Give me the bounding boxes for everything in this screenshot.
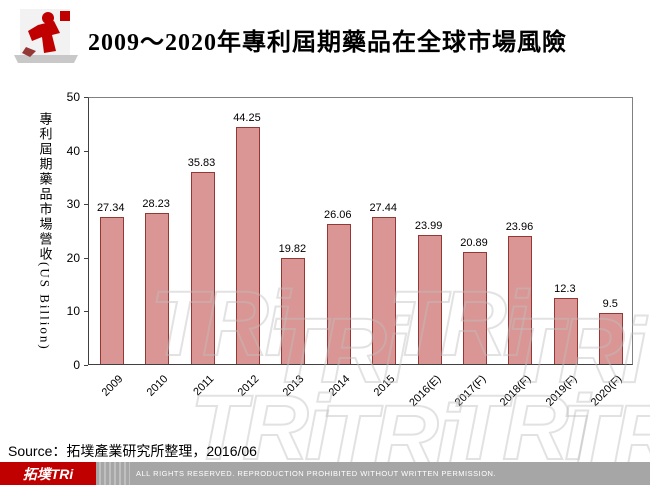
source-note: Source：拓墣產業研究所整理，2016/06	[8, 443, 257, 459]
bar-value-label: 23.96	[505, 220, 534, 233]
y-axis-title: 專利屆期藥品市場營收(US Billion)	[37, 111, 53, 351]
y-tick-label: 50	[66, 90, 80, 104]
bar-value-label: 19.82	[278, 242, 307, 255]
bar	[463, 252, 488, 364]
bar	[145, 212, 170, 364]
bar	[599, 313, 624, 364]
bar-value-label: 27.44	[369, 201, 397, 214]
bar-value-label: 26.06	[324, 209, 352, 222]
x-tick-label: 2009	[99, 373, 126, 399]
footer-stripes-decoration	[96, 462, 130, 485]
y-tick-label: 10	[66, 304, 80, 319]
bar-value-label: 28.23	[142, 197, 170, 210]
y-tick-mark	[84, 257, 88, 259]
y-tick-mark	[84, 311, 88, 313]
y-tick-label: 30	[66, 197, 80, 212]
bar-value-label: 27.34	[96, 202, 125, 215]
bar	[326, 224, 351, 364]
footer-bar: 拓墣TRi ALL RIGHTS RESERVED. REPRODUCTION …	[0, 462, 650, 485]
x-tick-label: 2018(F)	[498, 373, 534, 409]
bar	[235, 126, 260, 364]
x-tick-label: 2014	[326, 373, 353, 399]
x-tick-label: 2020(F)	[589, 373, 625, 409]
bar	[99, 217, 124, 364]
x-tick-label: 2011	[190, 373, 217, 399]
x-tick-label: 2017(F)	[452, 373, 489, 409]
x-tick-label: 2016(E)	[406, 373, 444, 410]
y-tick-mark	[84, 365, 88, 366]
plot-area	[88, 97, 633, 365]
x-tick-label: 2012	[235, 373, 262, 399]
x-tick-label: 2015	[371, 373, 398, 399]
tri-logo-icon	[8, 5, 82, 65]
bar-value-label: 12.3	[554, 283, 576, 296]
page-title: 2009～2020年專利屆期藥品在全球市場風險	[88, 30, 567, 56]
x-tick-label: 2010	[144, 373, 171, 399]
bar-chart: 專利屆期藥品市場營收(US Billion) 0 10 20 30 40 50 2009 2…	[0, 80, 650, 410]
x-tick-label: 2019(F)	[543, 373, 580, 409]
bar	[553, 298, 578, 364]
y-tick-mark	[84, 97, 88, 98]
bar-value-label: 20.89	[460, 237, 488, 250]
bar	[281, 257, 306, 364]
bar	[190, 171, 215, 364]
footer-rights-text: ALL RIGHTS RESERVED. REPRODUCTION PROHIB…	[136, 469, 497, 478]
footer-brand-logo: 拓墣TRi	[0, 462, 96, 485]
bar-value-label: 9.5	[602, 298, 618, 311]
y-tick-mark	[84, 150, 88, 152]
y-tick-mark	[84, 204, 88, 206]
bar	[508, 235, 533, 364]
x-tick-label: 2013	[281, 373, 307, 399]
bar-value-label: 44.25	[233, 111, 261, 124]
y-tick-label: 40	[66, 143, 80, 158]
y-tick-label: 20	[66, 250, 80, 265]
bar	[372, 216, 397, 364]
bar-value-label: 23.99	[414, 220, 443, 233]
y-tick-label: 0	[73, 358, 80, 372]
bar	[417, 235, 442, 364]
bar-value-label: 35.83	[187, 156, 216, 169]
